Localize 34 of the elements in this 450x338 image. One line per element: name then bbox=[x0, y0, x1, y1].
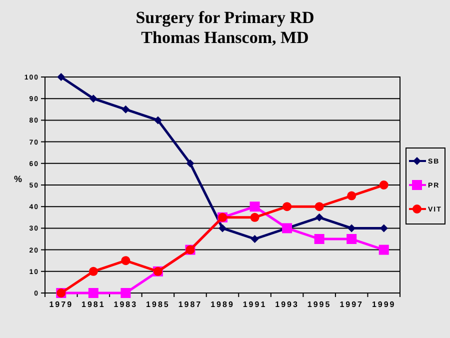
point bbox=[347, 191, 356, 200]
point bbox=[314, 202, 324, 212]
point bbox=[121, 256, 130, 266]
x-tick-label: 1993 bbox=[275, 300, 299, 309]
x-tick-label: 1979 bbox=[49, 300, 74, 309]
y-axis-title: % bbox=[14, 174, 22, 184]
x-tick-label: 1987 bbox=[178, 300, 202, 309]
x-tick-label: 1989 bbox=[210, 300, 234, 309]
point bbox=[120, 288, 131, 298]
point bbox=[122, 105, 130, 114]
point bbox=[379, 180, 388, 190]
point bbox=[250, 212, 260, 222]
point bbox=[315, 213, 324, 222]
x-tick-label: 1995 bbox=[307, 300, 332, 309]
point bbox=[186, 159, 194, 168]
point bbox=[88, 288, 98, 298]
point bbox=[282, 202, 292, 212]
point bbox=[154, 116, 162, 124]
x-tick-label: 1981 bbox=[82, 300, 106, 309]
point bbox=[250, 202, 260, 212]
point bbox=[346, 234, 357, 244]
x-tick-label: 1985 bbox=[146, 300, 170, 309]
point bbox=[218, 224, 226, 232]
point bbox=[88, 266, 98, 276]
x-tick-label: 1991 bbox=[242, 300, 267, 309]
point bbox=[57, 73, 66, 81]
point bbox=[89, 94, 98, 103]
point bbox=[314, 234, 324, 244]
chart-title: Surgery for Primary RD Thomas Hanscom, MD bbox=[136, 8, 314, 47]
x-tick-label: 1999 bbox=[372, 300, 396, 309]
point bbox=[250, 235, 259, 243]
point bbox=[378, 244, 389, 255]
x-tick-label: 1997 bbox=[340, 300, 364, 309]
x-tick-label: 1983 bbox=[114, 300, 138, 309]
